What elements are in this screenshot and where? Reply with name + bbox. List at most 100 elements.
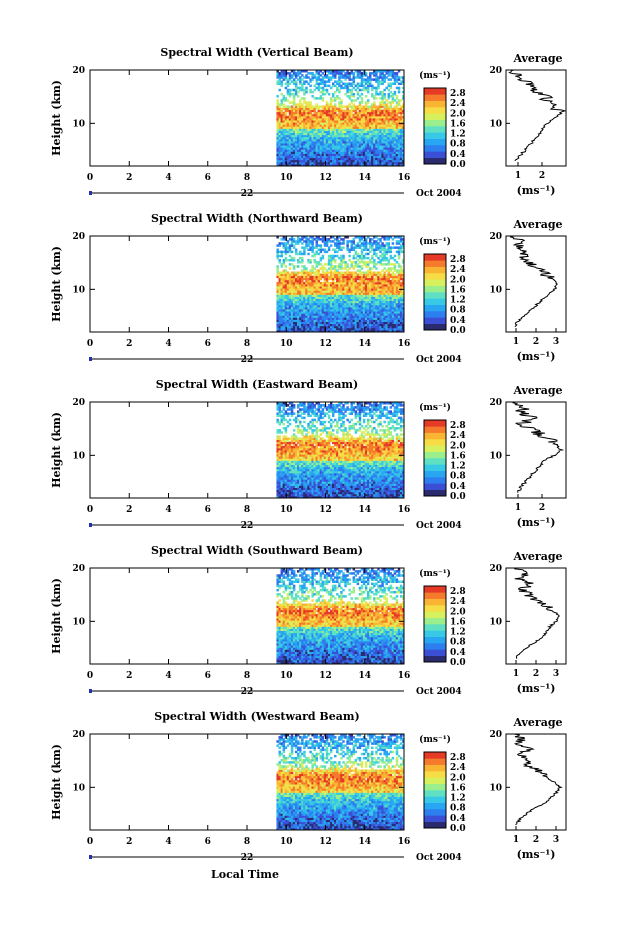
- heatmap-cell: [319, 138, 323, 142]
- heatmap-cell: [286, 163, 290, 167]
- heatmap-cell: [397, 126, 401, 129]
- heatmap-cell: [352, 159, 356, 163]
- heatmap-cell: [284, 140, 288, 144]
- heatmap-cell: [391, 155, 395, 159]
- heatmap-cell: [356, 124, 360, 127]
- heatmap-cell: [348, 143, 351, 146]
- heatmap-cell: [358, 163, 362, 167]
- heatmap-cell: [336, 124, 339, 127]
- colorbar-swatch: [424, 273, 446, 280]
- heatmap-cell: [311, 132, 314, 136]
- heatmap-cell: [364, 130, 368, 134]
- heatmap-cell: [360, 151, 364, 154]
- heatmap-cell: [389, 134, 393, 138]
- heatmap-cell: [360, 128, 364, 131]
- heatmap-cell: [371, 157, 374, 161]
- average-x-label: (ms⁻¹): [517, 184, 556, 197]
- heatmap-cell: [393, 138, 397, 142]
- heatmap-cell: [297, 157, 300, 161]
- panel-3: Spectral Width (Eastward Beam)2010Height…: [50, 378, 567, 531]
- heatmap-cell: [297, 134, 300, 138]
- heatmap-cell: [301, 147, 304, 150]
- heatmap-cell: [340, 147, 343, 150]
- heatmap-cell: [395, 155, 399, 159]
- heatmap-cell: [315, 145, 318, 148]
- heatmap-cell: [307, 153, 310, 156]
- heatmap-cell: [305, 140, 308, 144]
- heatmap-cell: [340, 153, 343, 156]
- heatmap-cell: [350, 145, 353, 148]
- heatmap-cell: [401, 128, 405, 131]
- average-x-tick-label: 3: [553, 337, 559, 347]
- heatmap-cell: [352, 149, 356, 152]
- heatmap-cell: [362, 132, 366, 136]
- heatmap-cell: [377, 126, 380, 129]
- heatmap-cell: [352, 143, 356, 146]
- heatmap-cell: [360, 161, 364, 165]
- heatmap-cell: [284, 269, 288, 272]
- heatmap-cell: [375, 136, 378, 140]
- heatmap-cell: [350, 149, 353, 152]
- heatmap-cell: [323, 138, 327, 142]
- heatmap-cell: [371, 143, 374, 146]
- heatmap-cell: [377, 132, 380, 136]
- heatmap-cell: [377, 138, 380, 142]
- heatmap-cell: [377, 163, 380, 167]
- heatmap-cell: [299, 149, 302, 152]
- heatmap-cell: [301, 143, 304, 146]
- heatmap-cell: [401, 130, 405, 134]
- heatmap-cell: [313, 128, 316, 131]
- heatmap-cell: [301, 126, 304, 129]
- heatmap-cell: [395, 157, 399, 161]
- heatmap-cell: [319, 145, 323, 148]
- heatmap-cell: [358, 140, 362, 144]
- heatmap-cell: [334, 126, 337, 129]
- heatmap-cell: [354, 153, 358, 156]
- heatmap-cell: [381, 151, 384, 154]
- heatmap-cell: [397, 145, 401, 148]
- heatmap-cell: [391, 149, 395, 152]
- heatmap-cell: [336, 95, 339, 98]
- heatmap-cell: [319, 134, 323, 138]
- heatmap-cell: [387, 149, 390, 152]
- heatmap-cell: [364, 140, 368, 144]
- heatmap-cell: [389, 159, 393, 163]
- heatmap-cell: [360, 140, 364, 144]
- heatmap-cell: [311, 151, 314, 154]
- heatmap-cell: [391, 147, 395, 150]
- heatmap-cell: [321, 149, 325, 152]
- heatmap-cell: [303, 155, 306, 159]
- heatmap-cell: [280, 145, 284, 148]
- heatmap-cell: [389, 140, 393, 144]
- heatmap-cell: [321, 151, 325, 154]
- heatmap-cell: [313, 153, 316, 156]
- heatmap-cell: [342, 124, 345, 127]
- heatmap-cell: [276, 126, 279, 129]
- heatmap-cell: [383, 267, 386, 270]
- heatmap-cell: [315, 124, 318, 127]
- heatmap-cell: [297, 149, 300, 152]
- heatmap-cell: [299, 151, 302, 154]
- heatmap-cell: [303, 157, 306, 161]
- heatmap-cell: [373, 138, 376, 142]
- heatmap-cell: [401, 159, 405, 163]
- heatmap-cell: [325, 163, 329, 167]
- heatmap-cell: [377, 159, 380, 163]
- heatmap-cell: [399, 134, 403, 138]
- heatmap-cell: [383, 147, 386, 150]
- heatmap-cell: [294, 124, 298, 127]
- heatmap-cell: [391, 143, 395, 146]
- heatmap-cell: [280, 149, 284, 152]
- heatmap-cell: [315, 157, 318, 161]
- heatmap-cell: [381, 136, 384, 140]
- heatmap-cell: [334, 134, 337, 138]
- colorbar-label: 2.8: [450, 255, 466, 265]
- heatmap-cell: [373, 145, 376, 148]
- heatmap-cell: [276, 163, 279, 167]
- heatmap-cell: [340, 149, 343, 152]
- heatmap-cell: [360, 157, 364, 161]
- heatmap: [276, 236, 405, 333]
- heatmap-cell: [299, 163, 302, 167]
- heatmap-cell: [301, 155, 304, 159]
- heatmap-cell: [292, 151, 296, 154]
